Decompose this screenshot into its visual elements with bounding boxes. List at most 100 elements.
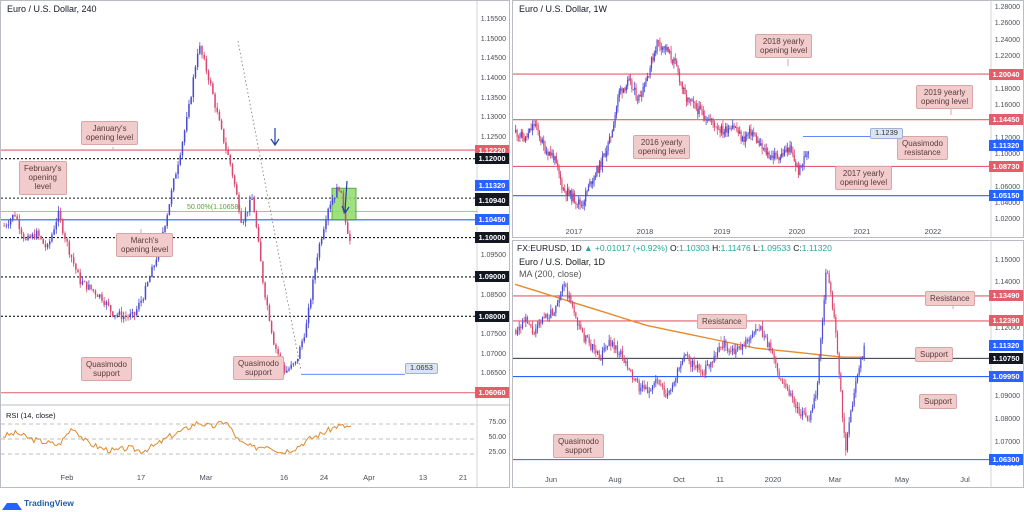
january-opening-level-note[interactable]: January's opening level — [81, 121, 139, 146]
candle-body — [296, 358, 299, 362]
support-note-bottom[interactable]: Support — [919, 394, 958, 410]
candle-body — [651, 385, 654, 391]
candle-body — [670, 51, 672, 60]
candle-body — [138, 302, 140, 310]
price-axis-tick: 1.06000 — [994, 183, 1020, 191]
time-axis-tick: May — [894, 475, 910, 484]
price-axis-tick: 1.06500 — [480, 370, 506, 378]
price-tag: 1.06300 — [989, 454, 1023, 466]
rsi-axis-tick: 75.00 — [488, 419, 506, 426]
h4-price-line-label[interactable]: 1.0653 — [405, 363, 438, 374]
candle-body — [548, 151, 550, 156]
quasimodo-resistance-note[interactable]: Quasimodo resistance — [897, 136, 948, 161]
candle-body — [40, 236, 42, 239]
candle-body — [220, 120, 223, 129]
price-tag: 1.05150 — [989, 190, 1023, 202]
candle-body — [706, 119, 709, 121]
candle-body — [551, 309, 554, 316]
candle-body — [561, 179, 563, 190]
support-note-top[interactable]: Support — [915, 347, 954, 363]
candle-body — [721, 346, 724, 349]
candle-body — [266, 297, 269, 306]
candle-body — [299, 347, 301, 359]
candle-body — [242, 222, 245, 223]
candle-body — [77, 269, 79, 273]
candle-body — [801, 411, 804, 417]
candle-body — [632, 89, 634, 90]
candle-body — [671, 384, 674, 390]
candle-body — [730, 128, 732, 130]
candle-body — [579, 199, 581, 205]
candle-body — [140, 300, 142, 303]
candle-body — [756, 329, 759, 330]
candle-body — [205, 58, 208, 72]
candle-body — [715, 355, 717, 357]
candle-body — [601, 155, 604, 167]
resistance-note-top[interactable]: Resistance — [925, 291, 975, 307]
candle-body — [216, 107, 218, 112]
candle-body — [831, 292, 834, 309]
yearly-2018-note[interactable]: 2018 yearly opening level — [755, 34, 813, 59]
candle-body — [755, 329, 757, 333]
candle-body — [290, 364, 292, 369]
candle-body — [601, 350, 604, 361]
candle-body — [568, 295, 570, 299]
candle-body — [520, 326, 522, 329]
candle-body — [806, 416, 809, 420]
candle-body — [645, 386, 647, 390]
ohlc-low: 1.09533 — [760, 243, 791, 253]
march-opening-level-note[interactable]: March's opening level — [116, 233, 174, 258]
yearly-2016-note[interactable]: 2016 yearly opening level — [633, 135, 691, 160]
price-axis-tick: 1.02000 — [994, 216, 1020, 224]
candle-body — [164, 226, 166, 232]
february-opening-level-note[interactable]: February's opening level — [19, 161, 67, 195]
tradingview-logo[interactable]: TradingView — [2, 497, 74, 510]
quasimodo-support-note-right[interactable]: Quasimodo support — [233, 356, 284, 381]
candle-body — [57, 210, 60, 222]
candle-body — [678, 368, 680, 370]
candle-body — [38, 230, 40, 237]
candle-body — [585, 335, 587, 342]
candle-body — [648, 76, 650, 77]
candle-body — [338, 187, 340, 191]
resistance-note-mid[interactable]: Resistance — [697, 314, 747, 330]
candle-body — [623, 358, 625, 363]
h4-chart-canvas[interactable] — [1, 1, 510, 488]
candle-body — [521, 321, 524, 329]
candle-body — [733, 125, 735, 128]
candle-body — [780, 378, 782, 381]
candle-body — [606, 346, 609, 348]
weekly-chart-panel[interactable]: Euro / U.S. Dollar, 1W 1.28000 1.26000 1.2… — [512, 0, 1024, 238]
daily-chart-panel[interactable]: FX:EURUSD, 1D ▲ +0.01017 (+0.92%) O:1.10… — [512, 240, 1024, 488]
price-tag: 1.12220 — [475, 144, 509, 156]
quasimodo-support-note-daily[interactable]: Quasimodo support — [553, 434, 604, 459]
candle-body — [701, 371, 704, 375]
h4-chart-panel[interactable]: Euro / U.S. Dollar, 240 1.15500 1.15000 1.… — [0, 0, 510, 488]
daily-chart-canvas[interactable] — [513, 241, 1024, 488]
candle-body — [223, 128, 225, 143]
candle-body — [201, 45, 203, 55]
candle-body — [625, 361, 627, 363]
yearly-2019-note[interactable]: 2019 yearly opening level — [916, 85, 974, 110]
yearly-2017-note[interactable]: 2017 yearly opening level — [835, 166, 893, 191]
candle-body — [515, 130, 517, 132]
candle-body — [800, 413, 802, 417]
candle-body — [846, 434, 849, 451]
price-axis-tick: 1.08000 — [994, 415, 1020, 423]
candle-body — [656, 40, 658, 52]
candle-body — [653, 53, 655, 61]
price-axis-tick: 1.18000 — [994, 85, 1020, 93]
weekly-price-line-label[interactable]: 1.1239 — [870, 128, 903, 139]
candle-body — [641, 95, 643, 97]
candle-body — [566, 287, 569, 299]
quasimodo-support-note-left[interactable]: Quasimodo support — [81, 357, 132, 382]
price-tag: 1.20040 — [989, 68, 1023, 80]
candle-body — [33, 234, 36, 239]
candle-body — [821, 320, 824, 339]
candle-body — [646, 386, 649, 393]
candle-body — [548, 318, 550, 320]
candle-body — [88, 284, 90, 290]
candle-body — [251, 198, 253, 200]
candle-body — [190, 97, 192, 104]
candle-body — [713, 355, 715, 363]
